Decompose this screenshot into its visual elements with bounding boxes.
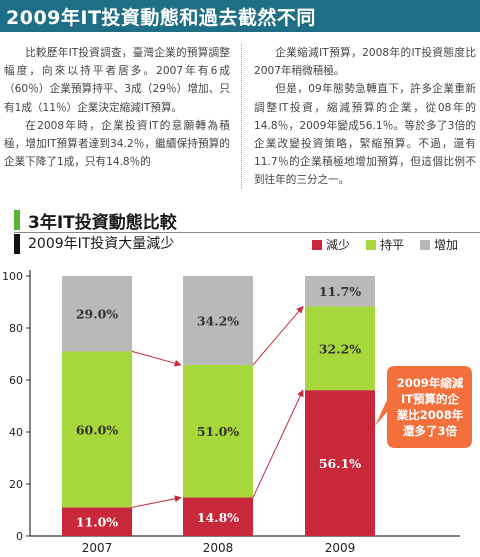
chart-subtitle: 2009年IT投資大量減少 xyxy=(28,236,175,252)
bar-segment-flat xyxy=(305,306,375,391)
data-label: 34.2% xyxy=(197,313,239,328)
callout-text-line: 業比2008年 xyxy=(396,408,464,422)
banner-title: 2009年IT投資動態和過去截然不同 xyxy=(6,7,316,29)
bar-segment-decrease xyxy=(183,497,253,536)
x-tick-label: 2009 xyxy=(325,541,356,555)
x-tick-label: 2007 xyxy=(82,541,113,555)
y-tick-label: 20 xyxy=(9,478,23,491)
connector-arrow xyxy=(252,389,304,498)
legend-item-decrease: 減少 xyxy=(312,236,350,253)
article-paragraph: 比較歷年IT投資調查，臺灣企業的預算調整幅度，向來以持平者居多。2007年有6成… xyxy=(4,47,230,114)
bar-segment-increase xyxy=(183,276,253,365)
y-tick-label: 80 xyxy=(9,322,23,335)
data-label: 29.0% xyxy=(76,307,118,322)
legend-swatch-decrease xyxy=(312,240,322,250)
y-tick-label: 100 xyxy=(2,270,23,283)
legend-label: 增加 xyxy=(434,238,459,252)
bar-segment-increase xyxy=(305,276,375,307)
article-right-column: 企業縮減IT預算，2008年的IT投資態度比2007年稍微積極。 但是，09年態… xyxy=(254,44,476,190)
data-label: 32.2% xyxy=(319,341,361,356)
article-paragraph: 在2008年時，企業投資IT的意願轉為積極，增加IT預算者達到34.2％，繼續保… xyxy=(4,119,230,169)
data-label: 51.0% xyxy=(197,424,239,439)
header-divider xyxy=(14,232,480,233)
connector-arrow xyxy=(131,495,182,508)
bar-segment-flat xyxy=(183,364,253,498)
bar-segment-flat xyxy=(62,351,132,508)
article-left-column: 比較歷年IT投資調查，臺灣企業的預算調整幅度，向來以持平者居多。2007年有6成… xyxy=(4,44,230,171)
article-paragraph: 但是，09年態勢急轉直下，許多企業重新調整IT投資，縮減預算的企業，從08年的1… xyxy=(254,83,476,187)
data-label: 11.0% xyxy=(76,515,118,530)
column-divider xyxy=(241,44,242,189)
callout-text-line: 還多了3倍 xyxy=(403,424,458,438)
legend-swatch-increase xyxy=(420,240,430,250)
bar-segment-decrease xyxy=(62,507,132,536)
connector-arrow xyxy=(131,350,182,367)
data-labels: 11.0% 60.0% 29.0% 2007 14.8% 51.0% 34.2% 2008 56… xyxy=(76,284,361,555)
y-tick-label: 0 xyxy=(16,530,23,543)
data-label: 11.7% xyxy=(319,284,361,299)
bar-segment-increase xyxy=(62,276,132,352)
legend-swatch-flat xyxy=(366,240,376,250)
header-banner: 2009年IT投資動態和過去截然不同 xyxy=(0,0,480,32)
legend-item-increase: 增加 xyxy=(420,236,458,253)
data-label: 60.0% xyxy=(76,422,118,437)
connector-arrow xyxy=(252,305,304,366)
legend-label: 持平 xyxy=(380,238,405,252)
data-label: 14.8% xyxy=(197,510,239,525)
chart-title: 3年IT投資動態比較 xyxy=(28,213,177,233)
subtitle-accent-bar xyxy=(14,234,20,254)
data-label: 56.1% xyxy=(319,456,361,471)
callout-bubble xyxy=(375,366,472,448)
bars xyxy=(62,276,375,536)
connector-arrows xyxy=(131,305,304,508)
y-tick-label: 40 xyxy=(9,426,23,439)
x-tick-label: 2008 xyxy=(203,541,234,555)
bar-segment-decrease xyxy=(305,390,375,536)
y-tick-label: 60 xyxy=(9,374,23,387)
title-accent-bar xyxy=(14,210,20,230)
legend-item-flat: 持平 xyxy=(366,236,404,253)
article-paragraph: 企業縮減IT預算，2008年的IT投資態度比2007年稍微積極。 xyxy=(254,47,476,78)
callout-text-line: 2009年縮減 xyxy=(397,376,464,390)
legend-label: 減少 xyxy=(326,238,351,252)
callout-text-line: IT預算的企 xyxy=(401,392,460,406)
stacked-bar-chart: 0 20 40 60 80 100 11.0% 60.0% 29.0% 2007 14.8% 51.… xyxy=(2,270,472,555)
